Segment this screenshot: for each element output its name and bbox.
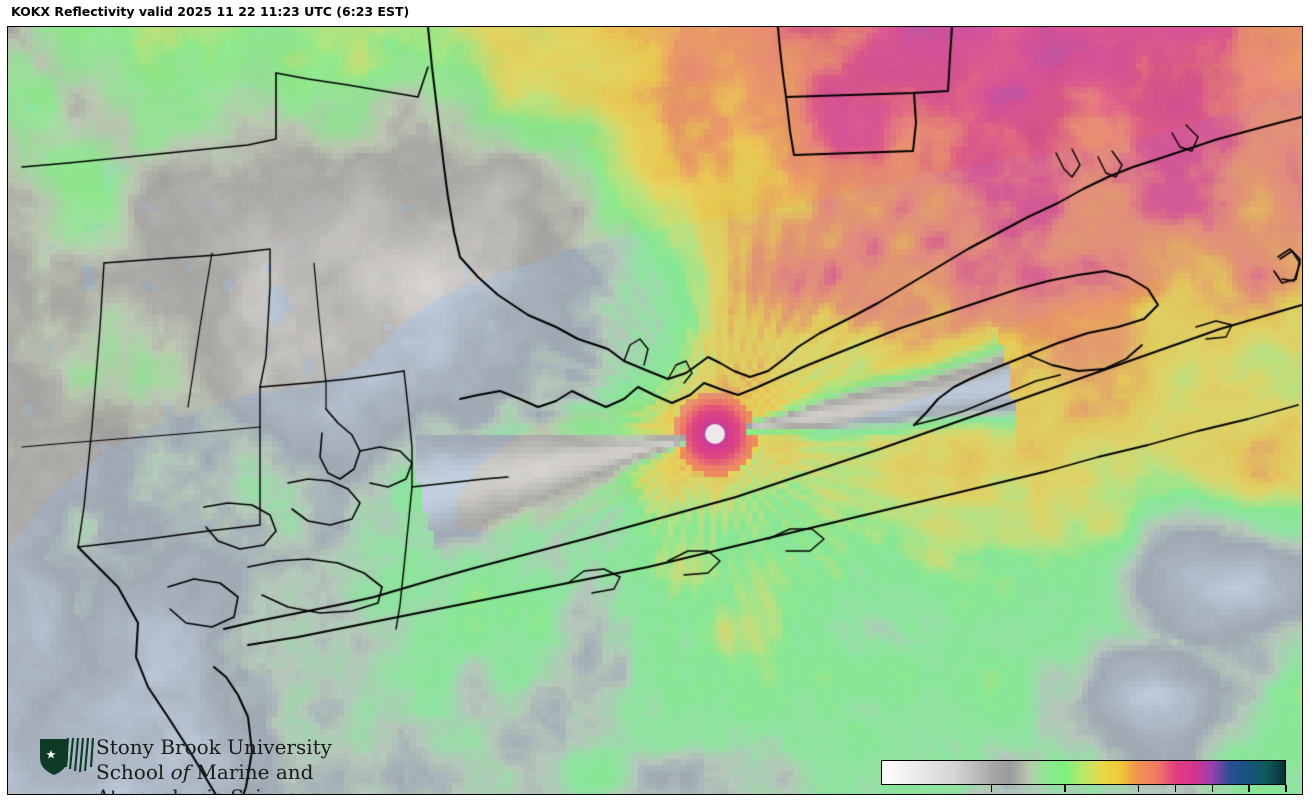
colorbar-tick <box>1211 785 1214 792</box>
logo-line-2b: of <box>170 760 191 784</box>
colorbar-gradient <box>882 761 1285 784</box>
shield-icon <box>40 739 68 775</box>
colorbar-tick-label: 40 <box>1129 792 1148 794</box>
stony-brook-logo: Stony Brook University School of Marine … <box>39 735 332 794</box>
colorbar-tick-label: 0 <box>987 792 997 794</box>
colorbar-tick-label: 70 <box>1240 792 1259 794</box>
logo-line-3: Atmospheric Sciences <box>96 785 346 794</box>
rays-icon <box>65 737 95 773</box>
logo-line-2: School of Marine and <box>96 760 346 785</box>
colorbar: 0 20 40 50 60 70 80 <box>881 760 1296 794</box>
title-bar: KOKX Reflectivity valid 2025 11 22 11:23… <box>0 0 1316 26</box>
logo-line-2c: Marine and <box>190 760 314 784</box>
colorbar-tick-label: 20 <box>1056 792 1075 794</box>
radar-map-frame: Stony Brook University School of Marine … <box>7 26 1303 795</box>
radar-map-canvas <box>8 27 1302 794</box>
colorbar-tick-label: 60 <box>1203 792 1222 794</box>
colorbar-tick <box>990 785 993 792</box>
star-icon <box>46 750 56 759</box>
colorbar-tick <box>1174 785 1177 792</box>
colorbar-tick <box>1285 785 1287 792</box>
logo-line-1: Stony Brook University <box>96 735 332 759</box>
colorbar-tick-label: 80 <box>1276 792 1295 794</box>
logo-text: Stony Brook University School of Marine … <box>96 735 346 794</box>
colorbar-tick-label: 50 <box>1166 792 1185 794</box>
page-title: KOKX Reflectivity valid 2025 11 22 11:23… <box>11 4 410 19</box>
colorbar-tick <box>1064 785 1066 792</box>
colorbar-tick <box>1248 785 1250 792</box>
logo-line-2a: School <box>96 760 171 784</box>
colorbar-gradient-box <box>881 760 1286 785</box>
colorbar-tick <box>1137 785 1140 792</box>
